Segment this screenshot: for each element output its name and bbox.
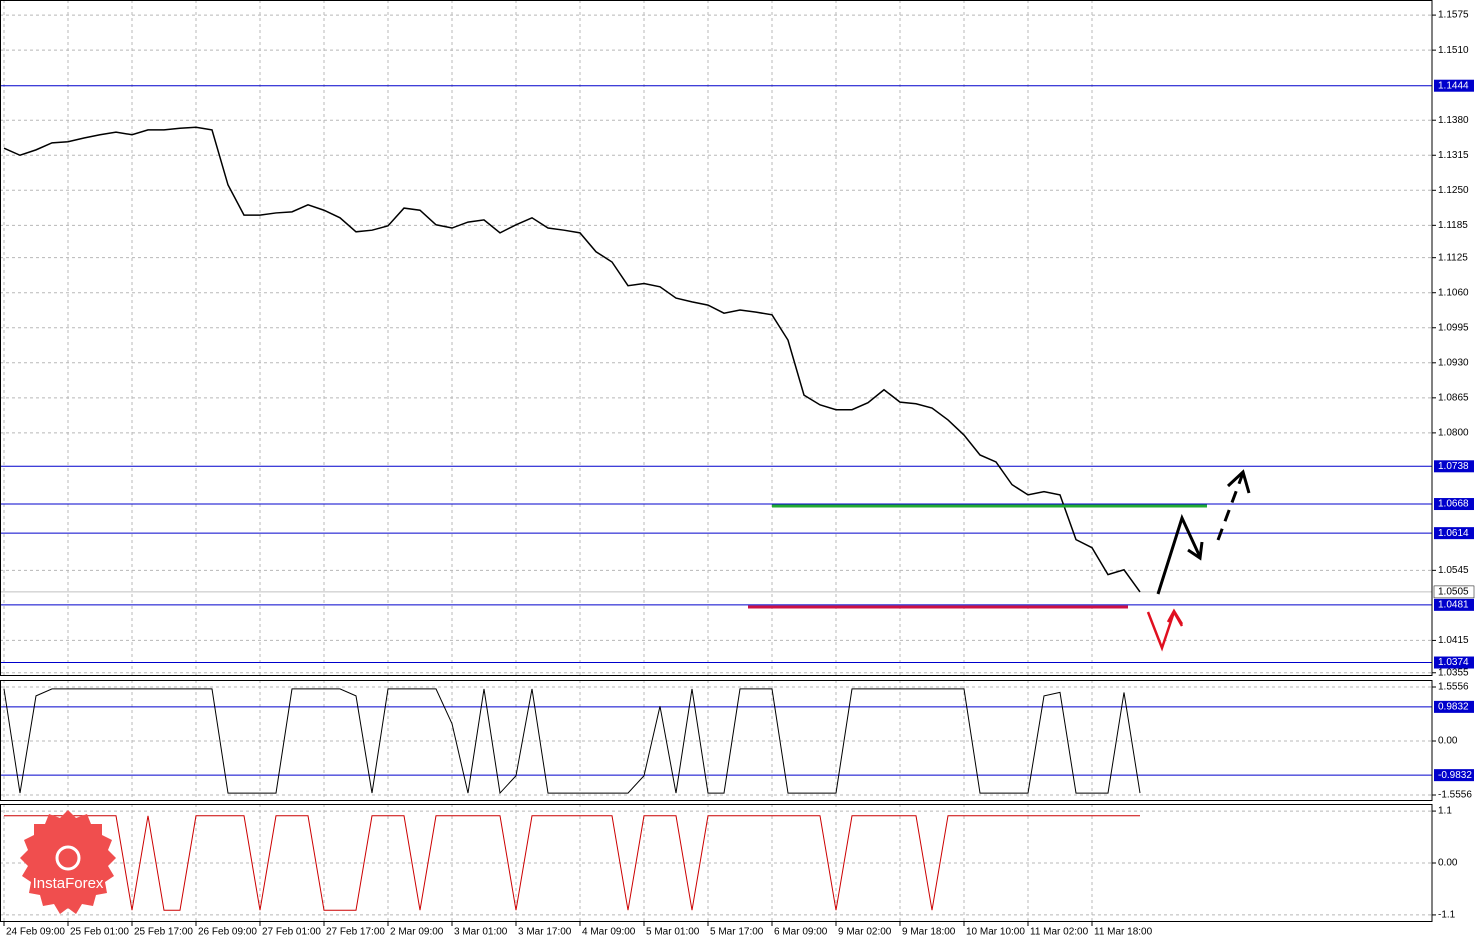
current-price-label: 1.0505: [1438, 587, 1469, 598]
x-tick-label: 4 Mar 09:00: [582, 927, 636, 938]
y-tick-label: 1.0355: [1438, 667, 1469, 678]
x-tick-label: 25 Feb 17:00: [134, 927, 193, 938]
x-tick-label: 2 Mar 09:00: [390, 927, 444, 938]
x-tick-label: 27 Feb 01:00: [262, 927, 321, 938]
x-tick-label: 26 Feb 09:00: [198, 927, 257, 938]
y-tick-label: 1.1575: [1438, 10, 1469, 21]
level-box: [1434, 700, 1474, 713]
level-box: [1434, 598, 1474, 611]
level-label: 1.0738: [1438, 461, 1469, 472]
level-label: 1.0374: [1438, 657, 1469, 668]
level-box: [1434, 498, 1474, 511]
forecast-arrow: [1156, 513, 1202, 595]
y-tick-label: 1.1060: [1438, 287, 1469, 298]
panel-frame: [0, 680, 1433, 801]
y-tick-label: 0.00: [1438, 736, 1458, 747]
y-tick-label: 1.1185: [1438, 220, 1468, 231]
y-tick-label: 1.1510: [1438, 45, 1469, 56]
y-tick-label: 1.1125: [1438, 252, 1468, 263]
y-tick-label: 1.1: [1438, 806, 1452, 817]
level-box: [1434, 769, 1474, 782]
y-tick-label: 1.0930: [1438, 357, 1469, 368]
forecast-dashed: [1216, 472, 1245, 541]
forecast-arrow-head: [1187, 541, 1204, 561]
y-tick-label: 1.0995: [1438, 322, 1469, 333]
x-tick-label: 11 Mar 18:00: [1094, 927, 1153, 938]
level-label: 1.0668: [1438, 499, 1469, 510]
y-tick-label: 1.1315: [1438, 150, 1469, 161]
y-tick-label: -1.5556: [1438, 790, 1472, 801]
logo-badge: [20, 810, 116, 914]
alt-forecast-head: [1166, 608, 1184, 625]
level-label: 0.9832: [1438, 702, 1469, 713]
logo-icon: [55, 845, 81, 871]
level-label: 1.0481: [1438, 599, 1469, 610]
x-tick-label: 24 Feb 09:00: [6, 927, 65, 938]
y-tick-label: 1.0545: [1438, 565, 1469, 576]
logo: InstaForex: [20, 810, 116, 914]
x-tick-label: 10 Mar 10:00: [966, 927, 1025, 938]
x-tick-label: 6 Mar 09:00: [774, 927, 828, 938]
y-tick-label: 1.5556: [1438, 682, 1469, 693]
panel-frame: [0, 0, 1433, 676]
x-tick-label: 27 Feb 17:00: [326, 927, 385, 938]
series-line: [4, 815, 1140, 911]
level-box: [1434, 656, 1474, 669]
y-tick-label: 0.00: [1438, 858, 1458, 869]
x-tick-label: 5 Mar 17:00: [710, 927, 764, 938]
level-box: [1434, 527, 1474, 540]
y-tick-label: 1.1250: [1438, 185, 1469, 196]
y-tick-label: 1.0415: [1438, 635, 1469, 646]
level-label: -0.9832: [1438, 770, 1472, 781]
forecast-dashed-head: [1226, 469, 1251, 494]
panel-frame: [0, 804, 1433, 922]
x-tick-label: 9 Mar 02:00: [838, 927, 892, 938]
y-tick-label: 1.0800: [1438, 428, 1469, 439]
level-box: [1434, 460, 1474, 473]
y-tick-label: 1.1380: [1438, 115, 1469, 126]
current-price-box: [1433, 585, 1475, 599]
level-label: 1.0614: [1438, 528, 1469, 539]
x-tick-label: 25 Feb 01:00: [70, 927, 129, 938]
level-box: [1434, 79, 1474, 92]
series-line: [3, 688, 1141, 795]
series-line: [3, 126, 1141, 593]
x-tick-label: 9 Mar 18:00: [902, 927, 956, 938]
level-label: 1.1444: [1438, 80, 1469, 91]
x-tick-label: 3 Mar 01:00: [454, 927, 508, 938]
x-tick-label: 3 Mar 17:00: [518, 927, 572, 938]
logo-text: InstaForex: [33, 875, 104, 892]
x-tick-label: 5 Mar 01:00: [646, 927, 700, 938]
y-tick-label: -1.1: [1438, 910, 1456, 921]
x-tick-label: 11 Mar 02:00: [1030, 927, 1089, 938]
y-tick-label: 1.0865: [1438, 392, 1469, 403]
